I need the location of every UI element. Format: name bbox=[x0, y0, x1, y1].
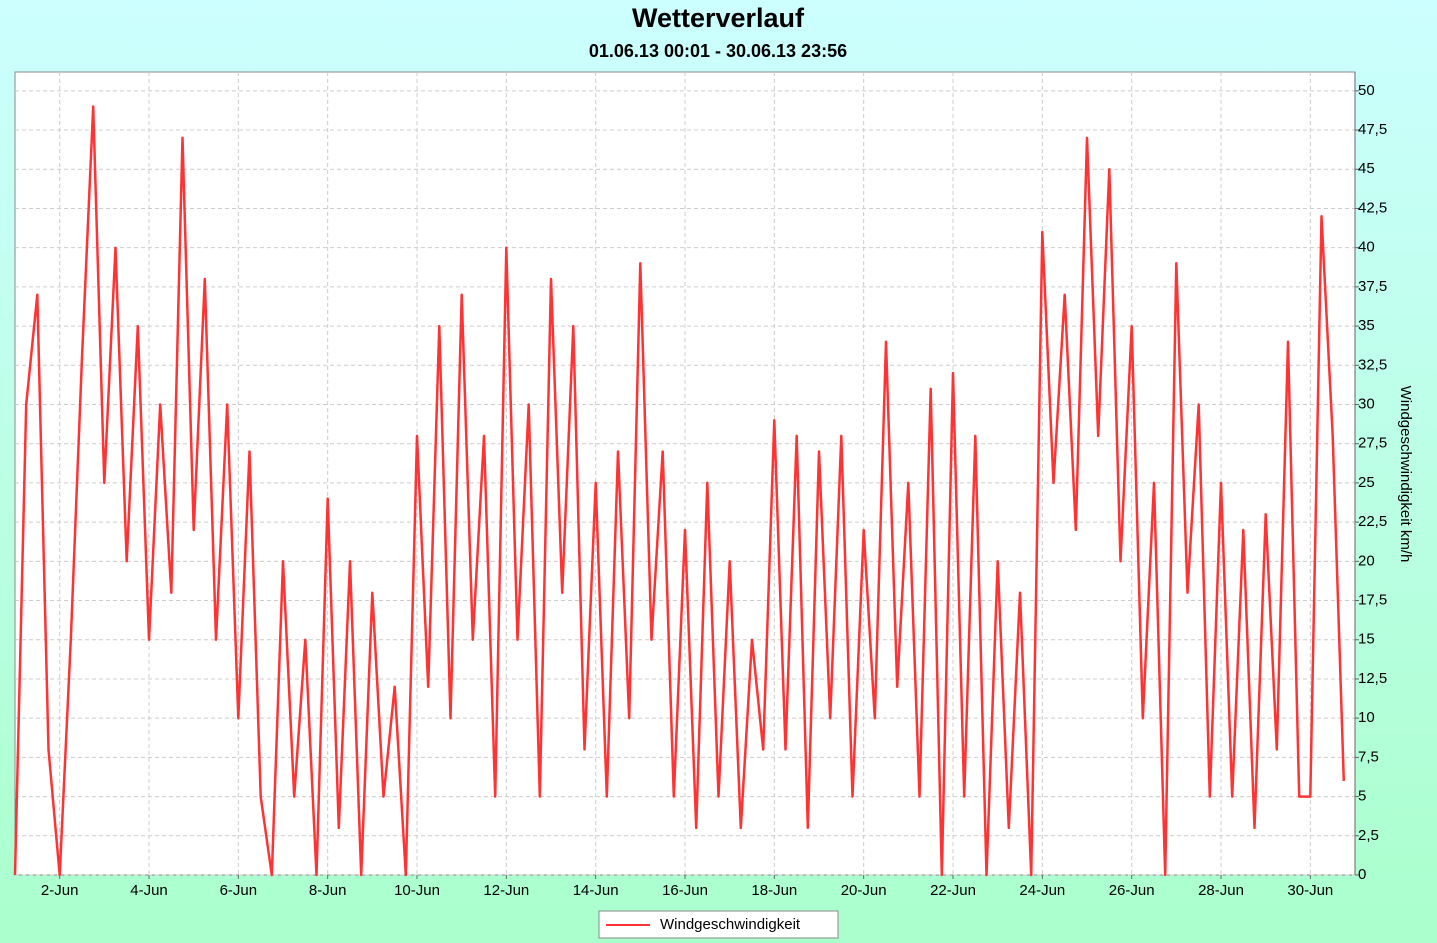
y-tick-label: 35 bbox=[1358, 317, 1375, 334]
y-tick-label: 45 bbox=[1358, 160, 1375, 177]
x-tick-label: 12-Jun bbox=[483, 882, 529, 899]
x-tick-label: 18-Jun bbox=[751, 882, 797, 899]
x-tick-label: 6-Jun bbox=[220, 882, 258, 899]
x-tick-label: 4-Jun bbox=[130, 882, 168, 899]
chart-title: Wetterverlauf bbox=[632, 3, 805, 33]
x-tick-label: 8-Jun bbox=[309, 882, 347, 899]
y-tick-label: 47,5 bbox=[1358, 121, 1387, 138]
y-tick-label: 32,5 bbox=[1358, 356, 1387, 373]
x-tick-label: 30-Jun bbox=[1287, 882, 1333, 899]
x-tick-label: 14-Jun bbox=[573, 882, 619, 899]
x-tick-label: 2-Jun bbox=[41, 882, 79, 899]
y-tick-label: 5 bbox=[1358, 788, 1366, 805]
y-tick-label: 12,5 bbox=[1358, 670, 1387, 687]
y-tick-label: 37,5 bbox=[1358, 278, 1387, 295]
y-tick-label: 50 bbox=[1358, 82, 1375, 99]
y-tick-label: 15 bbox=[1358, 631, 1375, 648]
x-tick-label: 22-Jun bbox=[930, 882, 976, 899]
y-tick-label: 20 bbox=[1358, 552, 1375, 569]
legend-label: Windgeschwindigkeit bbox=[660, 916, 801, 933]
chart-subtitle: 01.06.13 00:01 - 30.06.13 23:56 bbox=[589, 41, 847, 61]
y-tick-label: 27,5 bbox=[1358, 435, 1387, 452]
x-tick-label: 20-Jun bbox=[841, 882, 887, 899]
y-tick-label: 2,5 bbox=[1358, 827, 1379, 844]
y-tick-label: 40 bbox=[1358, 239, 1375, 256]
series-line bbox=[13, 105, 1346, 877]
y-tick-label: 30 bbox=[1358, 395, 1375, 412]
x-tick-label: 26-Jun bbox=[1109, 882, 1155, 899]
y-tick-label: 22,5 bbox=[1358, 513, 1387, 530]
x-tick-label: 28-Jun bbox=[1198, 882, 1244, 899]
x-tick-label: 10-Jun bbox=[394, 882, 440, 899]
y-axis-label: Windgeschwindigkeit km/h bbox=[1397, 386, 1414, 563]
y-tick-label: 10 bbox=[1358, 709, 1375, 726]
y-tick-label: 42,5 bbox=[1358, 199, 1387, 216]
x-tick-label: 16-Jun bbox=[662, 882, 708, 899]
y-tick-label: 0 bbox=[1358, 866, 1366, 883]
y-tick-label: 7,5 bbox=[1358, 748, 1379, 765]
x-tick-label: 24-Jun bbox=[1019, 882, 1065, 899]
y-tick-label: 25 bbox=[1358, 474, 1375, 491]
y-tick-label: 17,5 bbox=[1358, 592, 1387, 609]
